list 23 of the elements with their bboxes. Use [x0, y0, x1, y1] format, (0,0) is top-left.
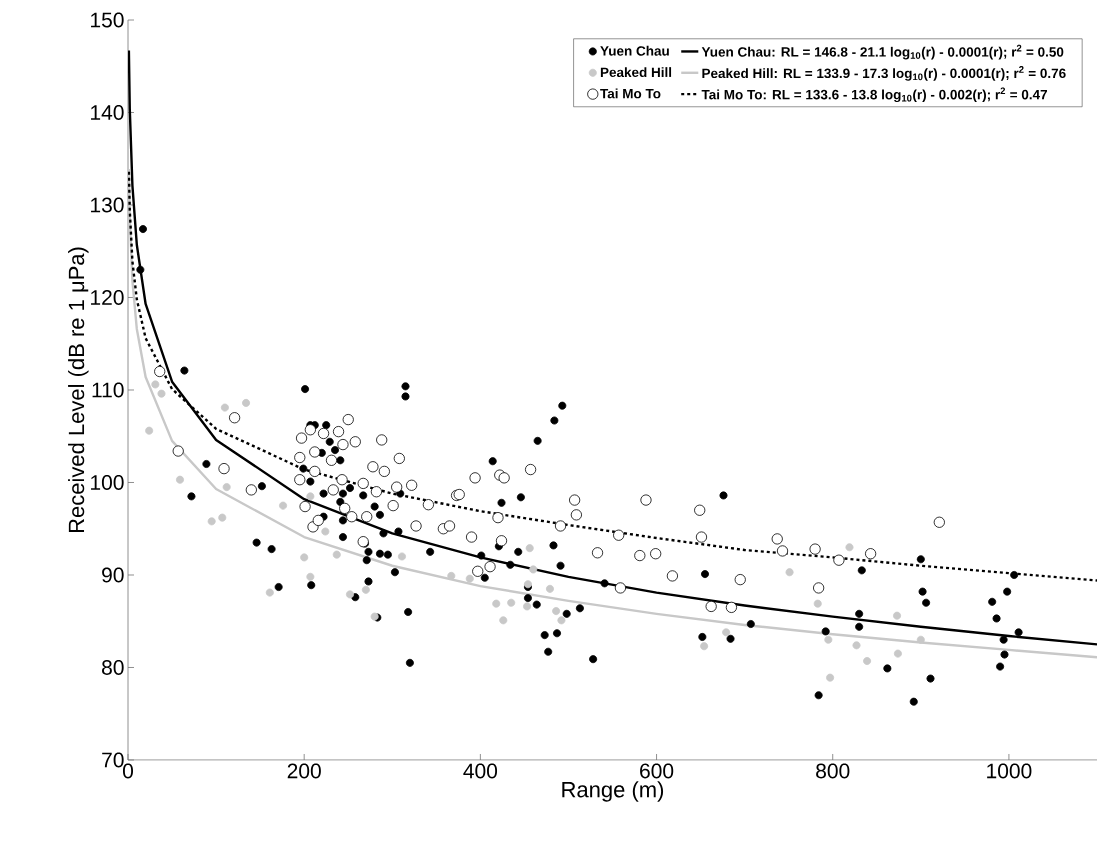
x-tick-label: 200: [287, 763, 321, 779]
y-axis-title: Received Level (dB re 1 μPa): [68, 247, 89, 533]
x-tick-label: 400: [463, 763, 498, 779]
legend-label: Tai Mo To: RL = 133.6 - 13.8 log$_{10}$(r) - 0.002(r); r$^{2}$ = 0.47: [701, 87, 1047, 103]
y-tick-label: 80: [102, 660, 124, 675]
legend-label: Yuen Chau: RL = 146.8 - 21.1 log$_{10}$(r) - 0.0001(r); r$^{2}$ = 0.50: [701, 44, 1064, 60]
x-tick-label: 1000: [987, 763, 1032, 779]
x-tick-label: 0: [122, 763, 134, 779]
x-axis-title: Range (m): [562, 781, 664, 802]
y-tick-label: 120: [91, 290, 124, 305]
y-tick-label: 100: [91, 475, 124, 490]
legend-label: Yuen Chau: [600, 45, 669, 56]
y-tick-label: 110: [92, 382, 124, 398]
legend-label: Tai Mo To: [600, 88, 661, 99]
x-tick-label: 600: [640, 763, 674, 779]
legend-label: Peaked Hill: RL = 133.9 - 17.3 log$_{10}$(r) - 0.0001(r); r$^{2}$ = 0.76: [702, 66, 1066, 81]
x-tick-label: 800: [816, 763, 850, 779]
y-tick-label: 150: [91, 12, 124, 28]
legend-label: Peaked Hill: [600, 67, 672, 78]
y-tick-label: 70: [102, 752, 124, 768]
y-tick-label: 140: [91, 105, 124, 120]
y-tick-label: 90: [102, 567, 124, 583]
y-tick-label: 130: [91, 197, 124, 213]
